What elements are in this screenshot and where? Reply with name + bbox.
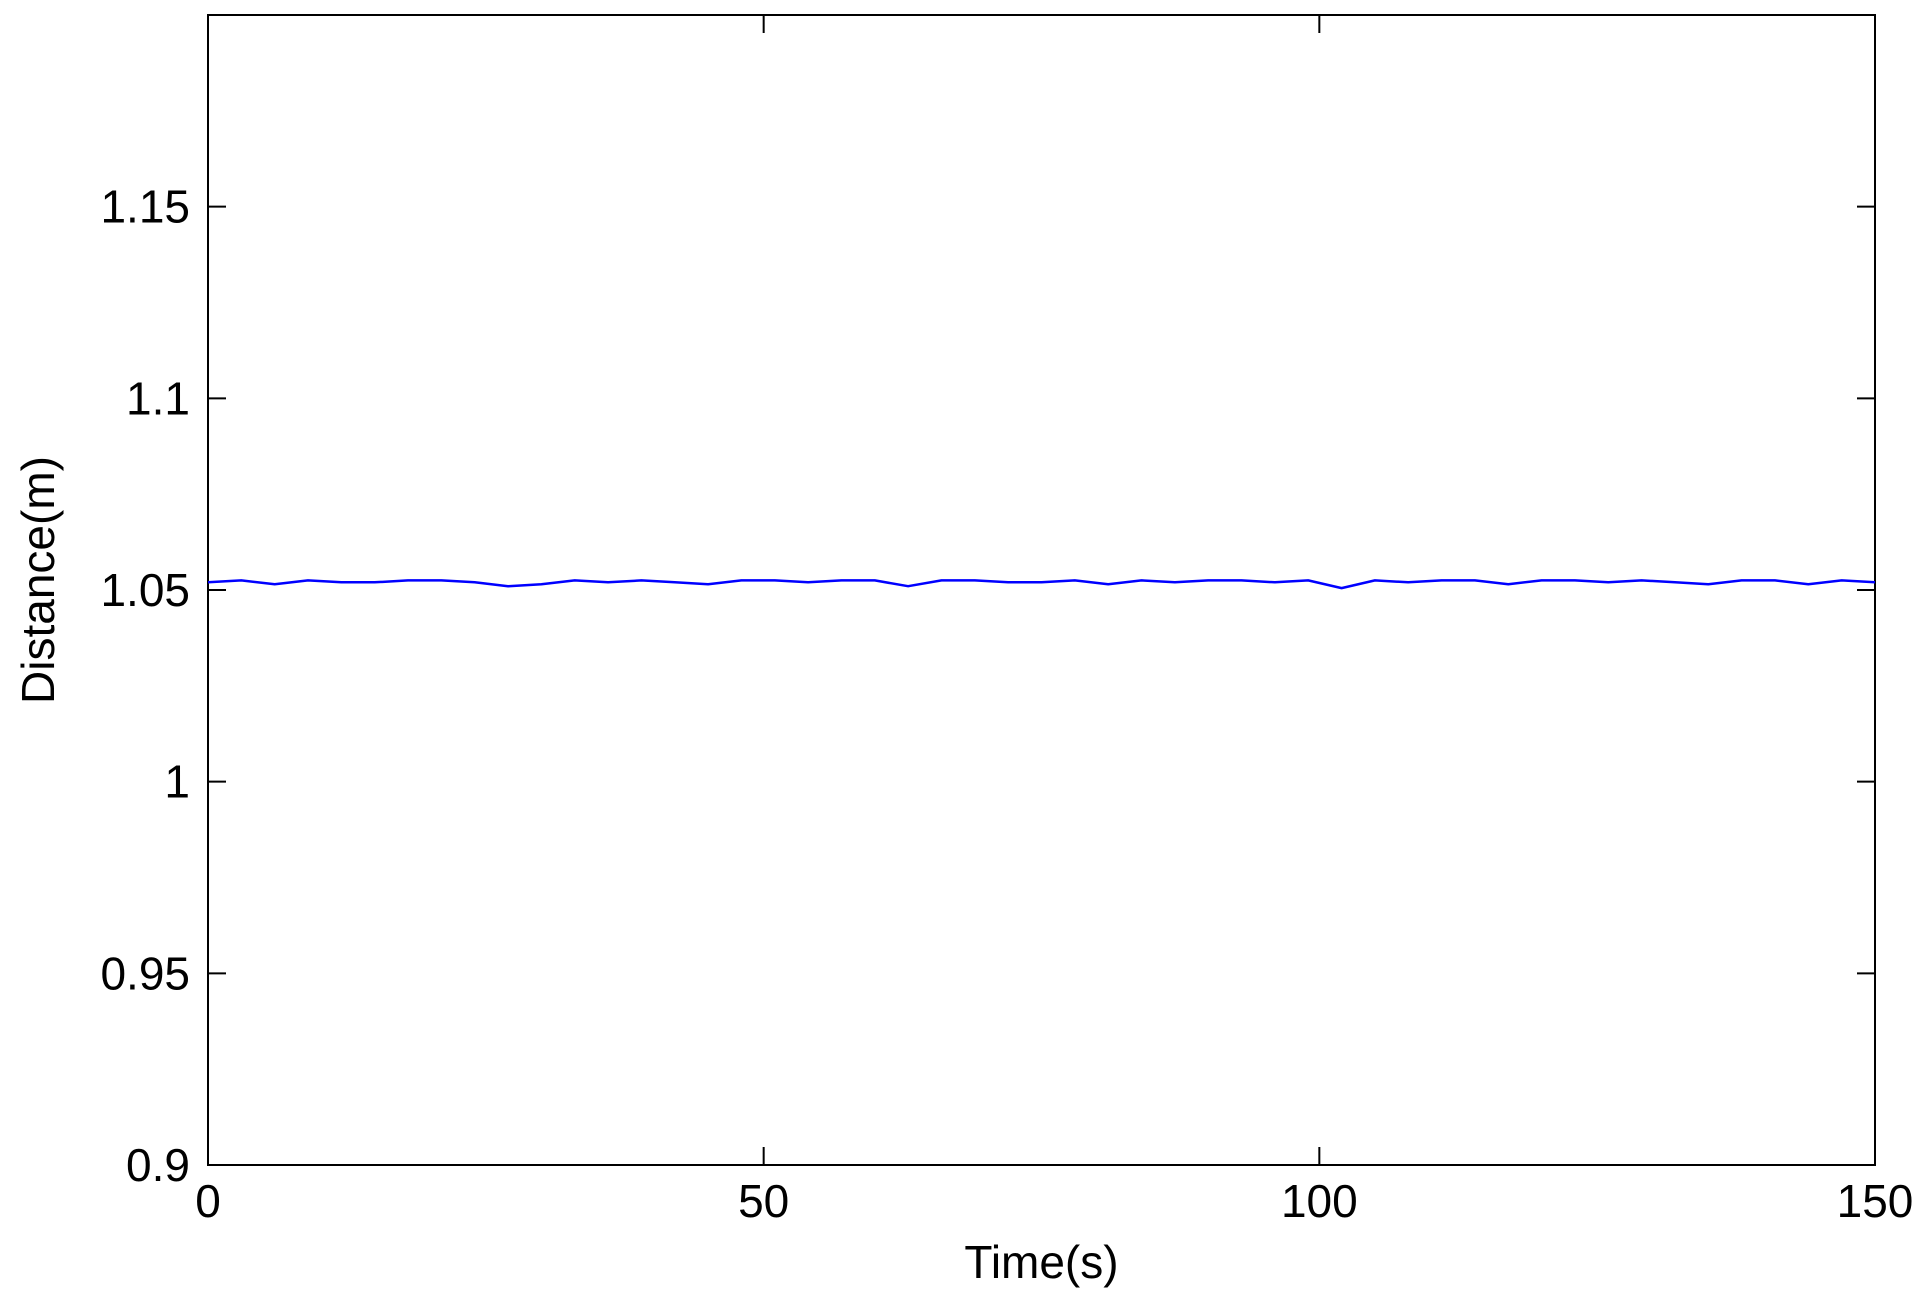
- plot-area: [207, 14, 1876, 1166]
- x-tick-label: 50: [738, 1175, 789, 1227]
- axis-ticks: 0 50 100 150 0.9 0.95 1 1.05 1.1 1.15: [100, 15, 1913, 1227]
- y-axis-label: Distance(m): [12, 456, 64, 704]
- y-tick-label: 1.15: [100, 181, 190, 233]
- x-axis-label: Time(s): [964, 1236, 1118, 1288]
- axes-box: [207, 14, 1876, 1166]
- series-line-0: [207, 579, 1876, 590]
- y-tick-label: 0.95: [100, 947, 190, 999]
- x-tick-label: 100: [1281, 1175, 1358, 1227]
- y-tick-label: 1: [164, 756, 190, 808]
- y-tick-label: 1.1: [126, 372, 190, 424]
- axis-labels: Time(s) Distance(m): [12, 456, 1119, 1288]
- x-tick-label: 150: [1837, 1175, 1914, 1227]
- x-tick-label: 0: [195, 1175, 221, 1227]
- y-tick-label: 1.05: [100, 564, 190, 616]
- series-layer: [207, 579, 1876, 590]
- y-tick-label: 0.9: [126, 1139, 190, 1191]
